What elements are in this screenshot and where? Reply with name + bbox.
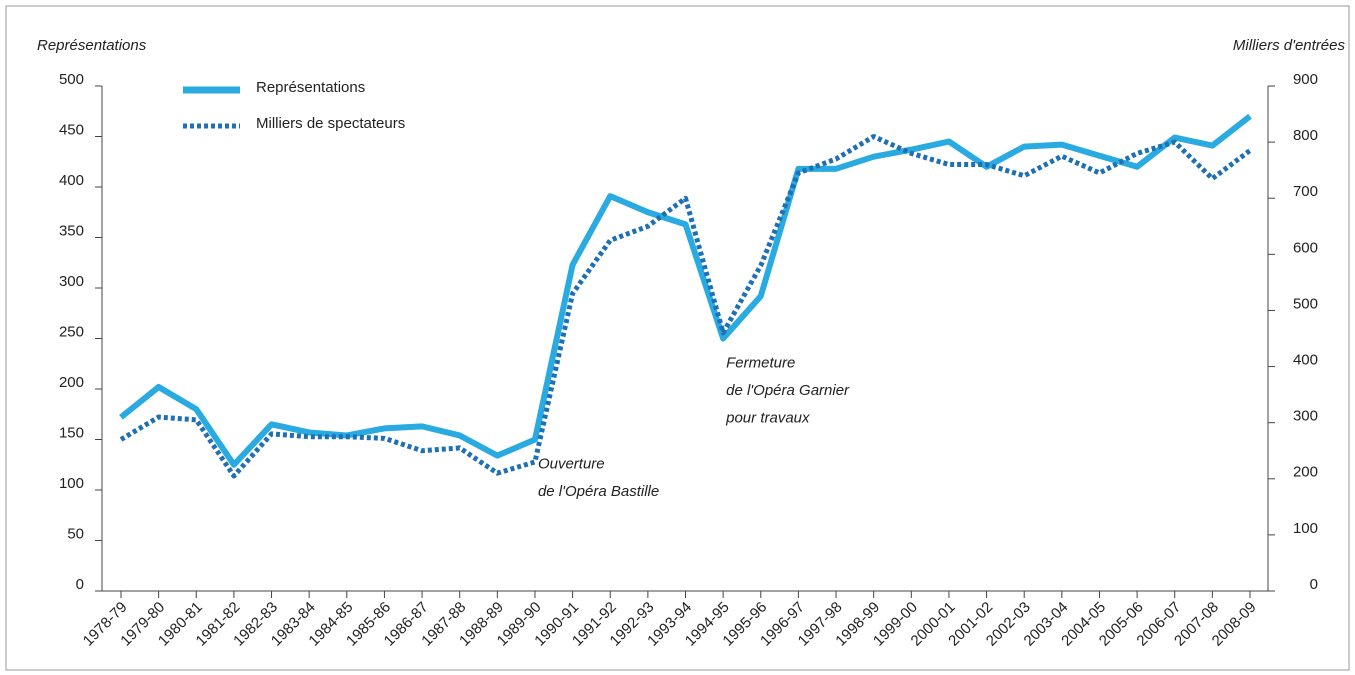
legend-label: Milliers de spectateurs <box>256 115 405 132</box>
y-tick-label: 150 <box>59 424 84 441</box>
y2-tick-label: 100 <box>1293 520 1318 537</box>
y-tick-label: 250 <box>59 323 84 340</box>
y-tick-label: 350 <box>59 222 84 239</box>
y-tick-label: 50 <box>67 525 84 542</box>
annotation: Fermeture <box>726 354 795 371</box>
y-axis-label: Représentations <box>37 37 147 54</box>
y-tick-label: 300 <box>59 273 84 290</box>
y-tick-label: 500 <box>59 71 84 88</box>
y2-tick-label: 500 <box>1293 295 1318 312</box>
y-tick-label: 0 <box>76 576 84 593</box>
y2-tick-label: 200 <box>1293 464 1318 481</box>
annotation: Ouverture <box>538 455 605 472</box>
annotation: pour travaux <box>725 409 810 426</box>
y2-tick-label: 300 <box>1293 408 1318 425</box>
y2-tick-label: 600 <box>1293 239 1318 256</box>
annotation: de l'Opéra Garnier <box>726 382 850 399</box>
frame <box>5 5 1350 671</box>
series-line <box>119 134 1252 479</box>
y-tick-label: 200 <box>59 374 84 391</box>
y2-tick-label: 800 <box>1293 127 1318 144</box>
series-line <box>119 113 1252 468</box>
y2-tick-label: 400 <box>1293 352 1318 369</box>
y2-tick-label: 0 <box>1310 576 1318 593</box>
y-tick-label: 450 <box>59 121 84 138</box>
y2-axis-label: Milliers d'entrées <box>1233 37 1346 54</box>
y2-tick-label: 700 <box>1293 183 1318 200</box>
y-tick-label: 100 <box>59 475 84 492</box>
annotation: de l'Opéra Bastille <box>538 483 659 500</box>
y-tick-label: 400 <box>59 172 84 189</box>
legend-label: Représentations <box>256 79 365 96</box>
y2-tick-label: 900 <box>1293 71 1318 88</box>
